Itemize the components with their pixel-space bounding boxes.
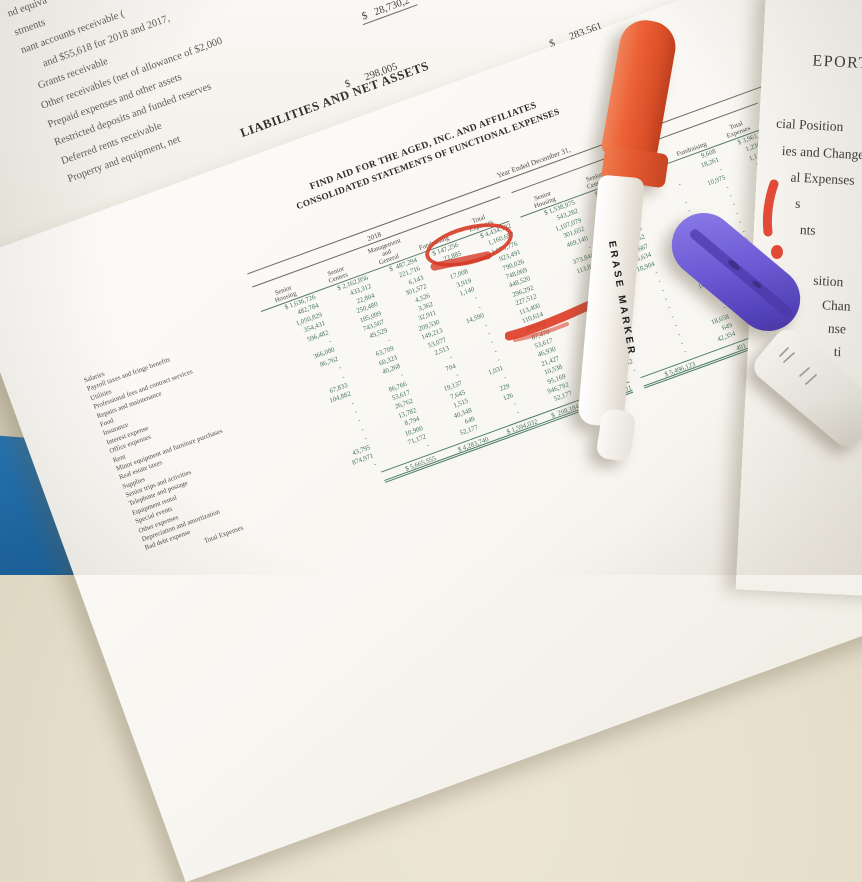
pencil-scribble xyxy=(779,347,817,385)
report-line: sition xyxy=(812,272,844,290)
red-exclamation-annotation xyxy=(762,179,783,259)
report-line: ies and Changes xyxy=(781,143,862,163)
report-line: al Expenses xyxy=(790,169,855,188)
report-line: nts xyxy=(799,222,817,238)
report-line: cial Position xyxy=(775,115,844,135)
liabilities-line-items: nd equiva stments nant accounts receivab… xyxy=(5,0,253,190)
report-line: nse xyxy=(827,320,847,337)
report-line: EPORT xyxy=(812,52,862,73)
report-line: ti xyxy=(833,343,842,360)
liabilities-top-value: $ 28,730,2 xyxy=(358,0,418,26)
report-line: Chan xyxy=(821,297,851,314)
